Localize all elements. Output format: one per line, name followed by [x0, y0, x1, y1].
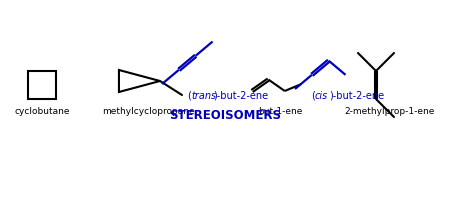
Text: )-but-2-ene: )-but-2-ene: [329, 91, 384, 101]
Text: but-1-ene: but-1-ene: [258, 107, 302, 116]
Text: )-but-2-ene: )-but-2-ene: [213, 91, 268, 101]
Text: trans: trans: [191, 91, 216, 101]
Text: (: (: [311, 91, 315, 101]
Text: (: (: [187, 91, 191, 101]
Text: cyclobutane: cyclobutane: [14, 107, 70, 116]
Text: 2-methylprop-1-ene: 2-methylprop-1-ene: [345, 107, 435, 116]
Bar: [28, 71, 56, 99]
Text: cis: cis: [315, 91, 328, 101]
Text: STEREOISOMERS: STEREOISOMERS: [169, 109, 281, 122]
Text: methylcyclopropane: methylcyclopropane: [102, 107, 194, 116]
